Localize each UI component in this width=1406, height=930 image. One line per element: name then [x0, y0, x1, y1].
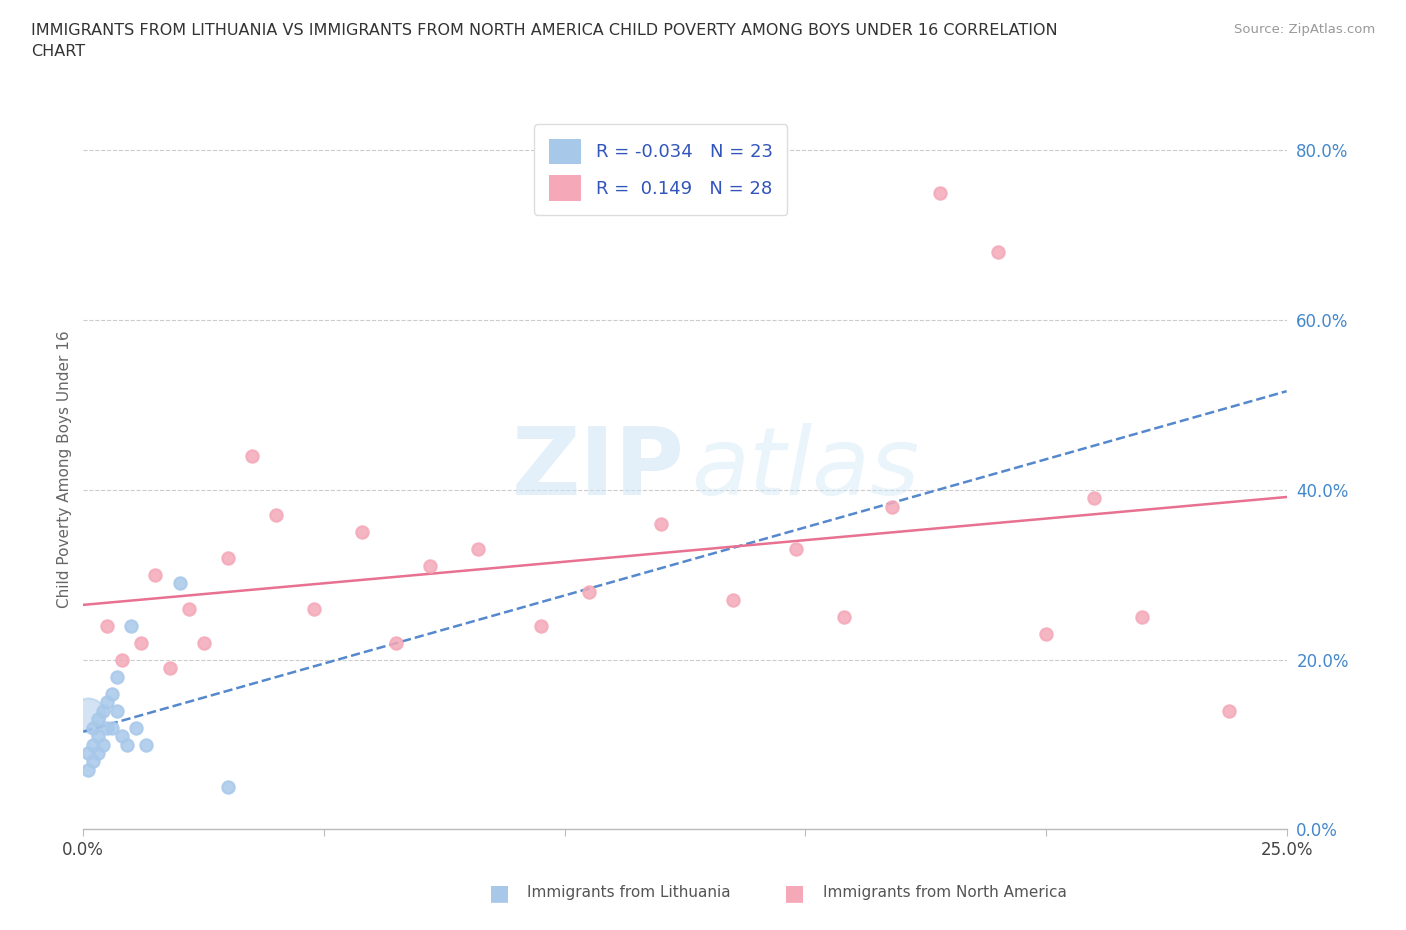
Point [96, 720, 118, 735]
Point [87, 746, 110, 761]
Point [135, 737, 157, 752]
Point [880, 499, 903, 514]
Point [145, 567, 167, 582]
Point [82, 737, 104, 752]
Legend: R = -0.034   N = 23, R =  0.149   N = 28: R = -0.034 N = 23, R = 0.149 N = 28 [534, 125, 787, 215]
Point [304, 602, 326, 617]
Point [650, 516, 672, 531]
Text: Immigrants from Lithuania: Immigrants from Lithuania [527, 885, 731, 900]
Point [1218, 703, 1240, 718]
Point [264, 508, 287, 523]
Point [832, 610, 855, 625]
Point [1083, 491, 1105, 506]
Point [929, 185, 952, 200]
Point [96, 618, 118, 633]
Point [82, 754, 104, 769]
Point [193, 635, 215, 650]
Point [105, 670, 128, 684]
Point [1130, 610, 1153, 625]
Point [217, 779, 239, 794]
Point [87, 711, 110, 726]
Point [987, 245, 1010, 259]
Point [179, 602, 201, 617]
Point [1035, 627, 1057, 642]
Point [101, 720, 124, 735]
Point [352, 525, 374, 539]
Point [529, 618, 551, 633]
Y-axis label: Child Poverty Among Boys Under 16: Child Poverty Among Boys Under 16 [58, 330, 72, 607]
Text: atlas: atlas [690, 423, 920, 514]
Point [467, 542, 489, 557]
Point [129, 635, 152, 650]
Point [105, 703, 128, 718]
Point [91, 703, 114, 718]
Point [125, 720, 148, 735]
Point [115, 737, 138, 752]
Text: Source: ZipAtlas.com: Source: ZipAtlas.com [1234, 23, 1375, 36]
Text: ■: ■ [785, 883, 804, 903]
Point [96, 695, 118, 710]
Point [721, 592, 744, 607]
Point [120, 618, 142, 633]
Point [419, 559, 441, 574]
Point [91, 737, 114, 752]
Point [111, 652, 134, 667]
Point [77, 746, 100, 761]
Point [578, 584, 600, 599]
Point [217, 551, 239, 565]
Point [77, 763, 100, 777]
Point [159, 660, 181, 675]
Text: ZIP: ZIP [512, 423, 685, 514]
Point [169, 576, 191, 591]
Point [111, 728, 134, 743]
Text: ■: ■ [489, 883, 509, 903]
Point [385, 635, 408, 650]
Point [785, 542, 807, 557]
Text: Immigrants from North America: Immigrants from North America [823, 885, 1066, 900]
Point [240, 448, 263, 463]
Text: IMMIGRANTS FROM LITHUANIA VS IMMIGRANTS FROM NORTH AMERICA CHILD POVERTY AMONG B: IMMIGRANTS FROM LITHUANIA VS IMMIGRANTS … [31, 23, 1057, 60]
Point [101, 686, 124, 701]
Point [77, 708, 100, 723]
Point [82, 720, 104, 735]
Point [87, 728, 110, 743]
